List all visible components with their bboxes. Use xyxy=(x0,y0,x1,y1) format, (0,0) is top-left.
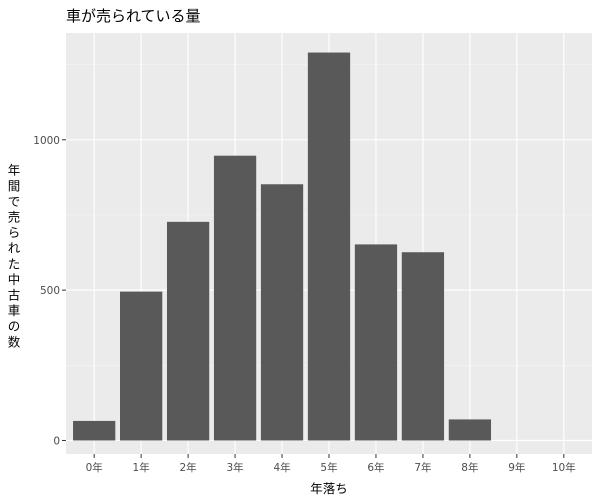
x-tick-label: 4年 xyxy=(273,461,290,474)
y-axis-title-char: た xyxy=(8,256,21,271)
bar xyxy=(307,52,351,441)
y-axis-title-char: 数 xyxy=(8,334,21,349)
chart-title: 車が売られている量 xyxy=(66,7,201,25)
x-tick-label: 6年 xyxy=(367,461,384,474)
y-axis-title-char: 年 xyxy=(8,163,21,178)
x-tick-label: 10年 xyxy=(552,461,576,474)
bars xyxy=(73,52,492,441)
x-axis: 0年 1年 2年 3年 4年 5年 6年 7年 8年 9年 10年 xyxy=(86,454,576,474)
x-axis-title: 年落ち xyxy=(310,481,348,496)
x-tick-label: 0年 xyxy=(86,461,103,474)
bar xyxy=(260,184,304,441)
y-axis: 0 500 1000 xyxy=(33,135,66,447)
y-tick-label: 1000 xyxy=(33,135,60,147)
bar xyxy=(401,252,445,441)
y-axis-title-char: 間 xyxy=(8,178,21,193)
bar xyxy=(354,244,398,441)
x-tick-label: 7年 xyxy=(414,461,431,474)
x-tick-label: 3年 xyxy=(226,461,243,474)
bar xyxy=(73,420,116,441)
y-axis-title-char: 中 xyxy=(8,272,21,287)
y-axis-title-char: 古 xyxy=(8,288,21,303)
y-tick-label: 0 xyxy=(53,435,60,447)
y-axis-title-char: の xyxy=(8,319,21,334)
x-tick-label: 2年 xyxy=(180,461,197,474)
x-tick-label: 5年 xyxy=(320,461,337,474)
y-axis-title-char: ら xyxy=(8,225,21,240)
y-axis-title-char: で xyxy=(8,194,21,209)
x-tick-label: 1年 xyxy=(133,461,150,474)
x-tick-label: 9年 xyxy=(508,461,525,474)
x-tick-label: 8年 xyxy=(461,461,478,474)
bar xyxy=(213,155,257,441)
bar xyxy=(120,291,163,441)
y-axis-title-char: れ xyxy=(8,241,21,256)
y-axis-title-char: 車 xyxy=(8,303,21,318)
bar xyxy=(448,419,492,441)
y-axis-title-char: 売 xyxy=(8,210,21,225)
y-tick-label: 500 xyxy=(40,285,60,297)
bar xyxy=(166,221,210,441)
